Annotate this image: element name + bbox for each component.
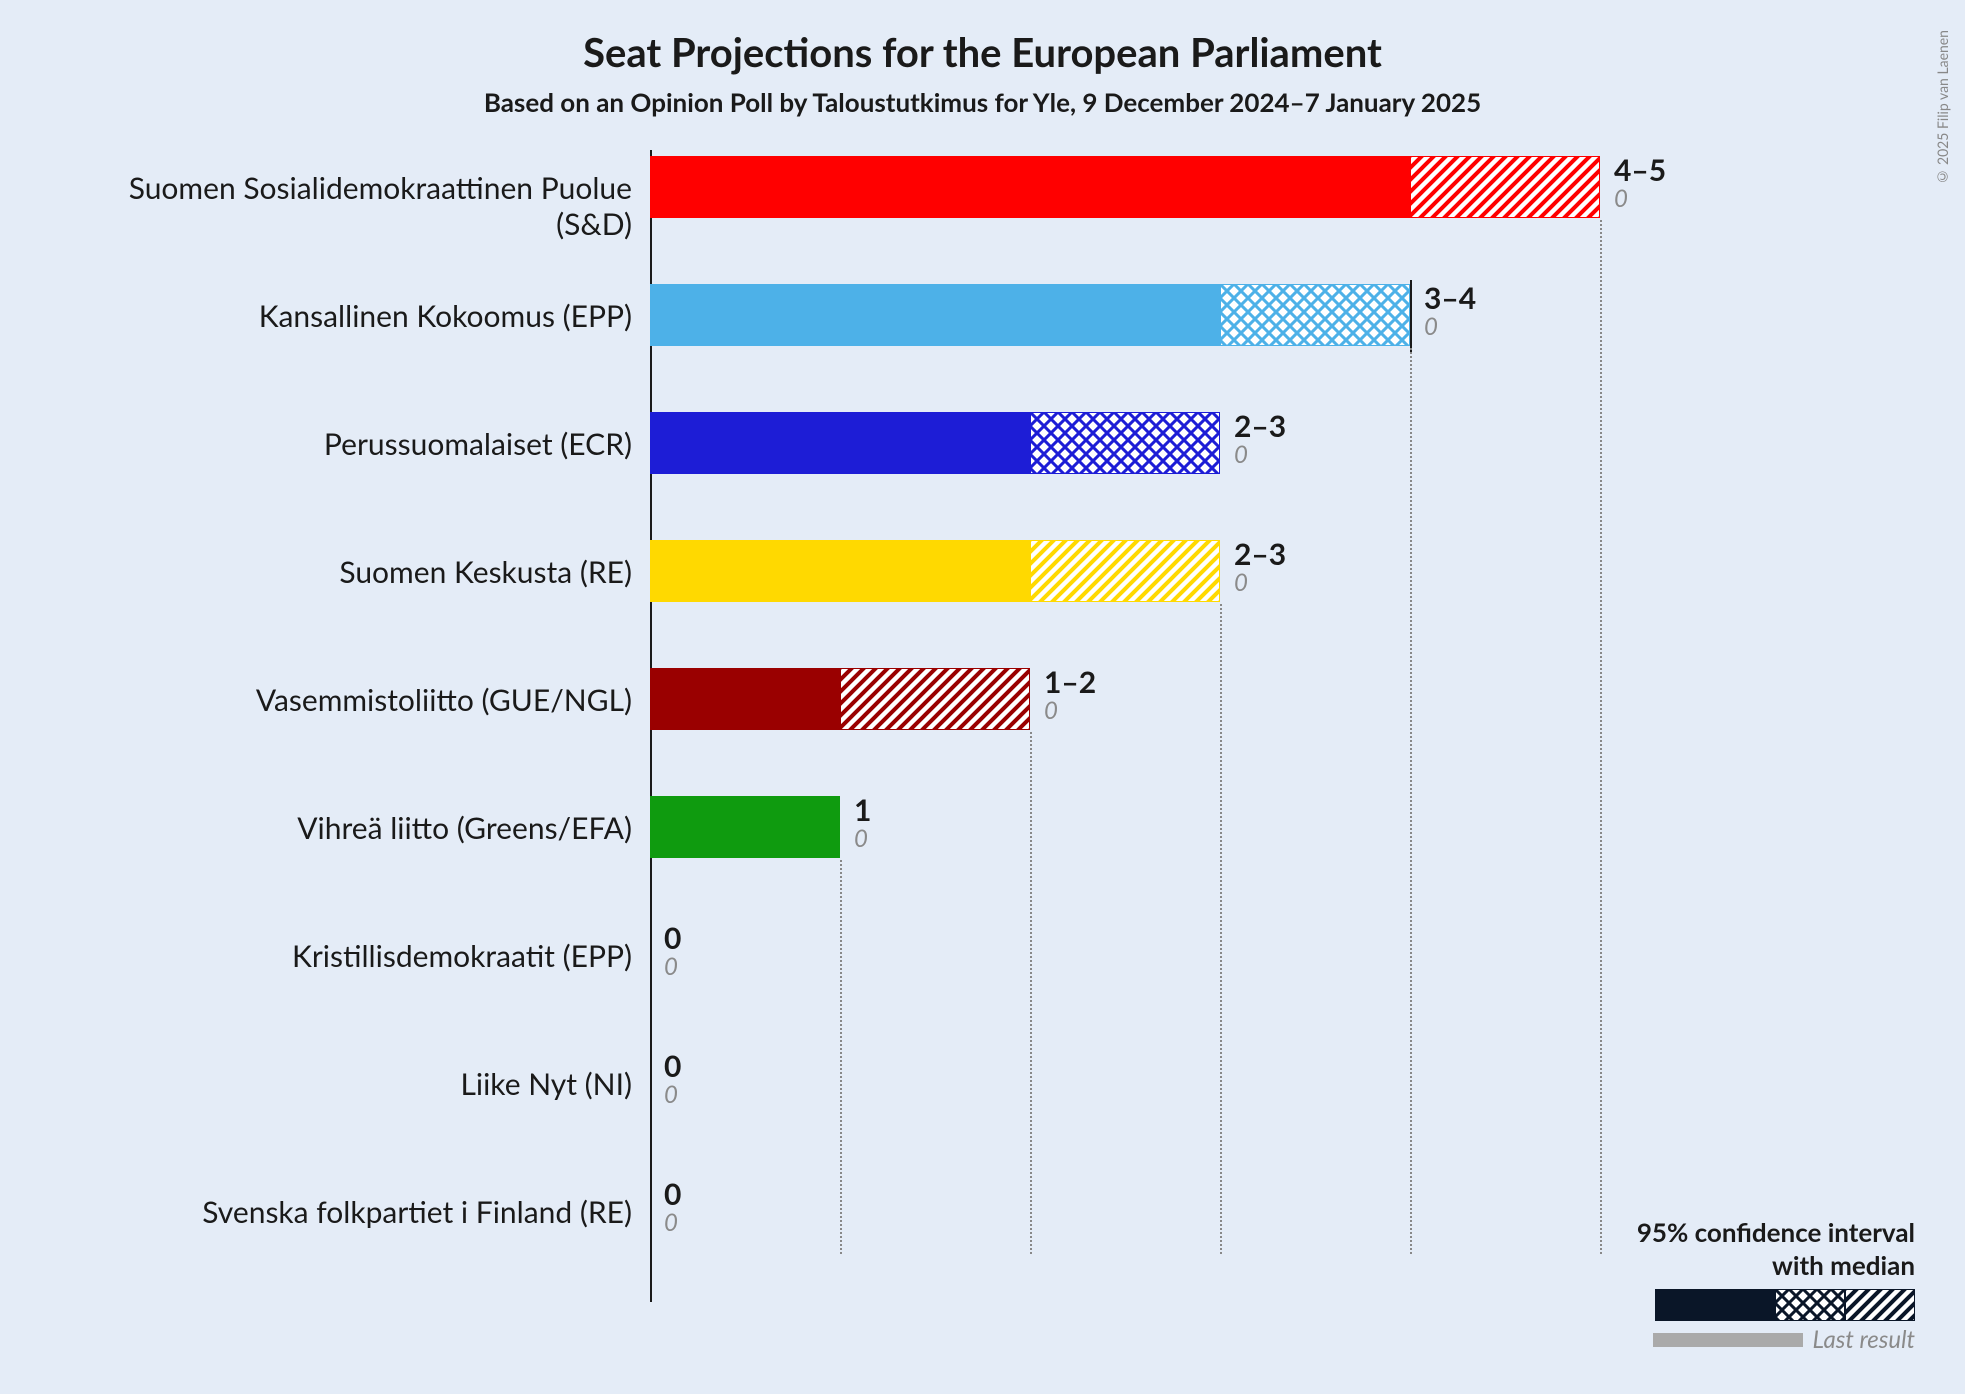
bar-solid (650, 796, 840, 858)
party-row: Kansallinen Kokoomus (EPP) 3–40 (60, 278, 1840, 406)
range-value: 1–2 (1044, 666, 1096, 699)
legend-last-text: Last result (1813, 1325, 1915, 1354)
last-value: 0 (1044, 699, 1096, 723)
bar-column: 4–50 (650, 150, 1840, 278)
range-value: 2–3 (1234, 410, 1286, 443)
bar-hatch (1410, 156, 1600, 218)
range-value: 4–5 (1614, 154, 1666, 187)
party-row: Vasemmistoliitto (GUE/NGL) 1–20 (60, 662, 1840, 790)
value-labels: 10 (854, 794, 871, 851)
copyright-text: © 2025 Filip van Laenen (1934, 30, 1951, 186)
last-value: 0 (664, 1211, 681, 1235)
bar-solid (650, 284, 1220, 346)
range-value: 0 (664, 922, 681, 955)
bar-solid (650, 540, 1030, 602)
value-labels: 4–50 (1614, 154, 1666, 211)
party-label-col: Perussuomalaiset (ECR) (60, 406, 650, 462)
bar-solid (650, 668, 840, 730)
bar-column: 10 (650, 790, 1840, 918)
party-label-col: Kristillisdemokraatit (EPP) (60, 918, 650, 974)
party-label: Vihreä liitto (Greens/EFA) (60, 810, 632, 846)
value-labels: 00 (664, 922, 681, 979)
value-labels: 3–40 (1424, 282, 1476, 339)
bar-hatch (1030, 412, 1220, 474)
party-label-col: Liike Nyt (NI) (60, 1046, 650, 1102)
party-label-col: Suomen Sosialidemokraattinen Puolue (S&D… (60, 150, 650, 242)
party-row: Svenska folkpartiet i Finland (RE) 00 (60, 1174, 1840, 1302)
median-tick (1410, 280, 1412, 352)
party-label-col: Vihreä liitto (Greens/EFA) (60, 790, 650, 846)
range-value: 2–3 (1234, 538, 1286, 571)
bar-solid (650, 412, 1030, 474)
bar-column: 1–20 (650, 662, 1840, 790)
legend: 95% confidence interval with median Last… (1637, 1216, 1915, 1354)
legend-line2: with median (1637, 1249, 1915, 1282)
range-value: 1 (854, 794, 871, 827)
party-label: Kristillisdemokraatit (EPP) (60, 938, 632, 974)
legend-line1: 95% confidence interval (1637, 1216, 1915, 1249)
bar-wrap (650, 796, 1840, 858)
legend-last-row: Last result (1637, 1325, 1915, 1354)
legend-solid-swatch (1655, 1289, 1775, 1321)
bar-hatch (1220, 284, 1410, 346)
bar-wrap (650, 668, 1840, 730)
value-labels: 00 (664, 1050, 681, 1107)
party-row: Perussuomalaiset (ECR) 2–30 (60, 406, 1840, 534)
chart-subtitle: Based on an Opinion Poll by Taloustutkim… (0, 86, 1965, 118)
last-value: 0 (854, 827, 871, 851)
party-row: Suomen Sosialidemokraattinen Puolue (S&D… (60, 150, 1840, 278)
party-label: Suomen Keskusta (RE) (60, 554, 632, 590)
legend-swatch (1637, 1289, 1915, 1321)
party-label-col: Vasemmistoliitto (GUE/NGL) (60, 662, 650, 718)
bar-wrap (650, 1052, 1840, 1114)
party-row: Vihreä liitto (Greens/EFA) 10 (60, 790, 1840, 918)
party-row: Liike Nyt (NI) 00 (60, 1046, 1840, 1174)
value-labels: 2–30 (1234, 410, 1286, 467)
bar-column: 3–40 (650, 278, 1840, 406)
bar-column: 2–30 (650, 406, 1840, 534)
bar-column: 2–30 (650, 534, 1840, 662)
chart-body: Suomen Sosialidemokraattinen Puolue (S&D… (60, 150, 1840, 1330)
legend-diag-swatch (1845, 1289, 1915, 1321)
bar-column: 00 (650, 1046, 1840, 1174)
chart-title: Seat Projections for the European Parlia… (0, 28, 1965, 76)
party-label: Liike Nyt (NI) (60, 1066, 632, 1102)
value-labels: 00 (664, 1178, 681, 1235)
party-row: Suomen Keskusta (RE) 2–30 (60, 534, 1840, 662)
bar-column: 00 (650, 918, 1840, 1046)
party-label-col: Svenska folkpartiet i Finland (RE) (60, 1174, 650, 1230)
bar-hatch (1030, 540, 1220, 602)
range-value: 0 (664, 1178, 681, 1211)
party-label: Vasemmistoliitto (GUE/NGL) (60, 682, 632, 718)
bar-hatch (840, 668, 1030, 730)
value-labels: 1–20 (1044, 666, 1096, 723)
party-label: Perussuomalaiset (ECR) (60, 426, 632, 462)
legend-cross-swatch (1775, 1289, 1845, 1321)
party-label-col: Suomen Keskusta (RE) (60, 534, 650, 590)
last-value: 0 (1614, 187, 1666, 211)
range-value: 3–4 (1424, 282, 1476, 315)
party-label-col: Kansallinen Kokoomus (EPP) (60, 278, 650, 334)
bar-solid (650, 156, 1410, 218)
chart-header: Seat Projections for the European Parlia… (0, 0, 1965, 118)
party-label: Svenska folkpartiet i Finland (RE) (60, 1194, 632, 1230)
legend-last-bar (1653, 1333, 1803, 1347)
range-value: 0 (664, 1050, 681, 1083)
party-label: Kansallinen Kokoomus (EPP) (60, 298, 632, 334)
value-labels: 2–30 (1234, 538, 1286, 595)
party-row: Kristillisdemokraatit (EPP) 00 (60, 918, 1840, 1046)
last-value: 0 (664, 955, 681, 979)
last-value: 0 (1424, 315, 1476, 339)
last-value: 0 (1234, 571, 1286, 595)
last-value: 0 (1234, 443, 1286, 467)
bar-wrap (650, 284, 1840, 346)
last-value: 0 (664, 1083, 681, 1107)
party-label: Suomen Sosialidemokraattinen Puolue (S&D… (60, 170, 632, 242)
bar-wrap (650, 924, 1840, 986)
